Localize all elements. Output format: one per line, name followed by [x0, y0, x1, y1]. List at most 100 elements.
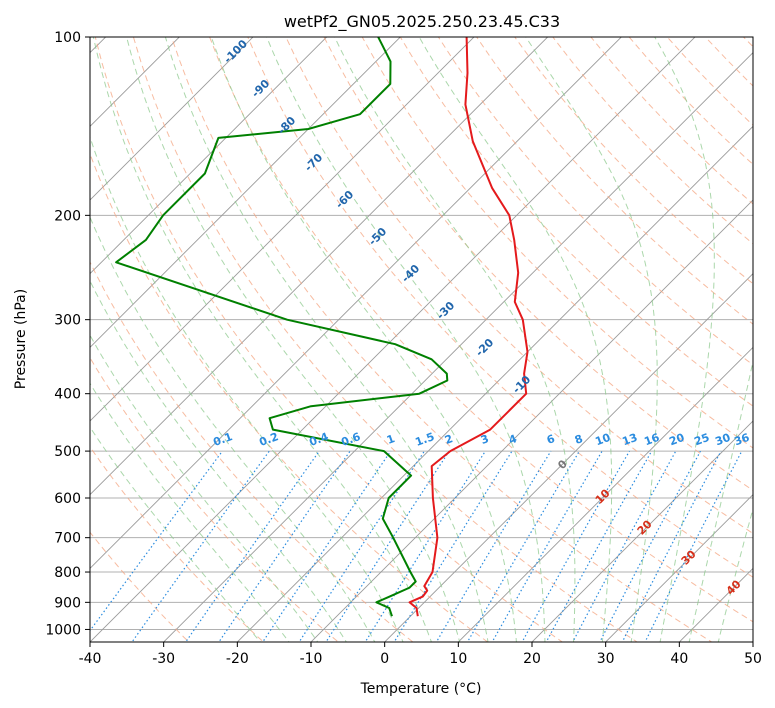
mixing-ratio-line — [364, 450, 486, 642]
mixing-ratio-label: 1 — [385, 432, 397, 447]
mixing-ratio-line — [131, 450, 270, 642]
dry-adiabat-line — [94, 37, 564, 642]
series-layer — [115, 37, 529, 617]
moist-adiabat-line — [90, 215, 376, 642]
mixing-ratio-label: 6 — [545, 432, 557, 447]
moist-adiabat-line — [126, 37, 461, 642]
mixing-ratio-label: 0.6 — [339, 430, 362, 449]
isotherm-line — [90, 37, 254, 201]
plot-frame — [89, 36, 754, 643]
moist-adiabat-line — [525, 37, 658, 642]
moist-adiabat-line — [90, 135, 404, 642]
isotherm-line — [605, 494, 753, 642]
isotherm-line — [90, 37, 180, 127]
mixing-ratio-label: 25 — [692, 431, 711, 448]
dry-adiabat-line — [361, 37, 753, 449]
dry-adiabat-line — [247, 37, 753, 578]
moist-adiabat-line — [334, 37, 576, 642]
dry-adiabat-line — [209, 37, 753, 623]
y-tick-label: 800 — [54, 565, 81, 581]
moist-adiabat-line — [92, 37, 432, 642]
dry-adiabat-line — [323, 37, 753, 491]
y-tick-label: 300 — [54, 313, 81, 329]
mixing-ratio-line — [298, 450, 425, 642]
y-axis-title: Pressure (hPa) — [13, 289, 29, 389]
isotherm-line — [236, 125, 753, 642]
isotherm-line — [310, 199, 753, 642]
dry-adiabat-line — [90, 152, 489, 642]
mixing-ratio-line — [90, 450, 223, 632]
moist-adiabat-line — [164, 37, 489, 642]
y-tick-label: 600 — [54, 491, 81, 507]
x-tick-label: -30 — [152, 651, 175, 667]
mixing-ratio-label: 13 — [620, 431, 639, 448]
x-tick-label: 0 — [380, 651, 389, 667]
dry-adiabat-line — [90, 531, 190, 642]
isotherm-line — [531, 420, 753, 642]
x-tick-label: 50 — [744, 651, 762, 667]
mixing-ratio-label: 0.1 — [211, 430, 234, 449]
mixing-ratio-line — [599, 450, 702, 642]
chart-title: wetPf2_GN05.2025.250.23.45.C33 — [284, 12, 560, 32]
moist-adiabat-line — [90, 382, 290, 642]
mixing-ratio-label: 2 — [443, 432, 455, 447]
y-axis: 100 200 300 400 500 600 700 800 900 1000 — [45, 30, 90, 638]
dry-adiabat-line — [476, 37, 753, 325]
mixing-ratio-line — [435, 450, 552, 642]
mixing-ratio-label: 4 — [507, 432, 519, 447]
mixing-ratio-line — [466, 450, 580, 642]
x-axis: -40 -30 -20 -10 0 10 20 30 40 50 — [79, 642, 762, 667]
y-tick-label: 400 — [54, 387, 81, 403]
y-tick-label: 1000 — [45, 622, 81, 638]
y-tick-label: 500 — [54, 444, 81, 460]
mixing-ratio-label: 10 — [593, 431, 612, 449]
isotherm-line — [90, 37, 328, 275]
x-tick-label: 20 — [523, 651, 541, 667]
mixing-ratio-label: 3 — [479, 432, 491, 447]
temperature-profile-line — [408, 37, 529, 617]
mixing-ratio-line — [572, 450, 677, 642]
mixing-ratio-label: 8 — [573, 432, 585, 447]
mixing-ratio-label: 20 — [667, 431, 686, 449]
mixing-ratio-line — [393, 450, 513, 642]
mixing-ratio-label: 1.5 — [413, 430, 436, 449]
x-tick-label: 30 — [597, 651, 615, 667]
dry-adiabat-line — [285, 37, 753, 535]
dry-adiabat-line — [514, 37, 753, 285]
mixing-ratio-line — [325, 450, 450, 642]
dry-adiabat-line — [132, 37, 638, 642]
mixing-ratio-label: 16 — [642, 431, 661, 449]
mixing-ratio-line — [545, 450, 653, 642]
y-tick-label: 900 — [54, 595, 81, 611]
moist-adiabat-line — [418, 37, 613, 642]
isotherm-line — [90, 37, 401, 348]
moist-adiabat-line — [654, 37, 715, 642]
isotherm-line — [163, 52, 753, 642]
isotherm-line — [90, 37, 475, 422]
isotherm-line — [457, 346, 753, 642]
moist-adiabat-line — [266, 37, 546, 642]
y-tick-label: 100 — [54, 30, 81, 46]
isotherm-line — [384, 273, 753, 642]
mixing-ratio-line — [218, 450, 351, 642]
moist-adiabat-line — [90, 279, 347, 642]
dry-adiabat-line — [90, 356, 339, 642]
mixing-ratio-line — [491, 450, 603, 642]
dewpoint-profile-line — [115, 37, 449, 617]
isotherm-line — [90, 37, 696, 642]
x-tick-label: 10 — [449, 651, 467, 667]
moist-adiabat-line — [688, 358, 753, 642]
mixing-ratio-label: 30 — [713, 431, 732, 449]
dry-adiabat-line — [90, 260, 414, 642]
dry-adiabat-line — [170, 37, 713, 642]
moist-adiabat-line — [90, 426, 261, 642]
x-tick-label: -20 — [226, 651, 249, 667]
x-tick-label: -40 — [79, 651, 102, 667]
moist-adiabat-line — [90, 334, 319, 642]
mixing-ratio-label: 0.4 — [307, 430, 330, 449]
y-tick-label: 700 — [54, 531, 81, 547]
x-axis-title: Temperature (°C) — [360, 681, 482, 697]
dry-adiabat-line — [90, 446, 265, 642]
